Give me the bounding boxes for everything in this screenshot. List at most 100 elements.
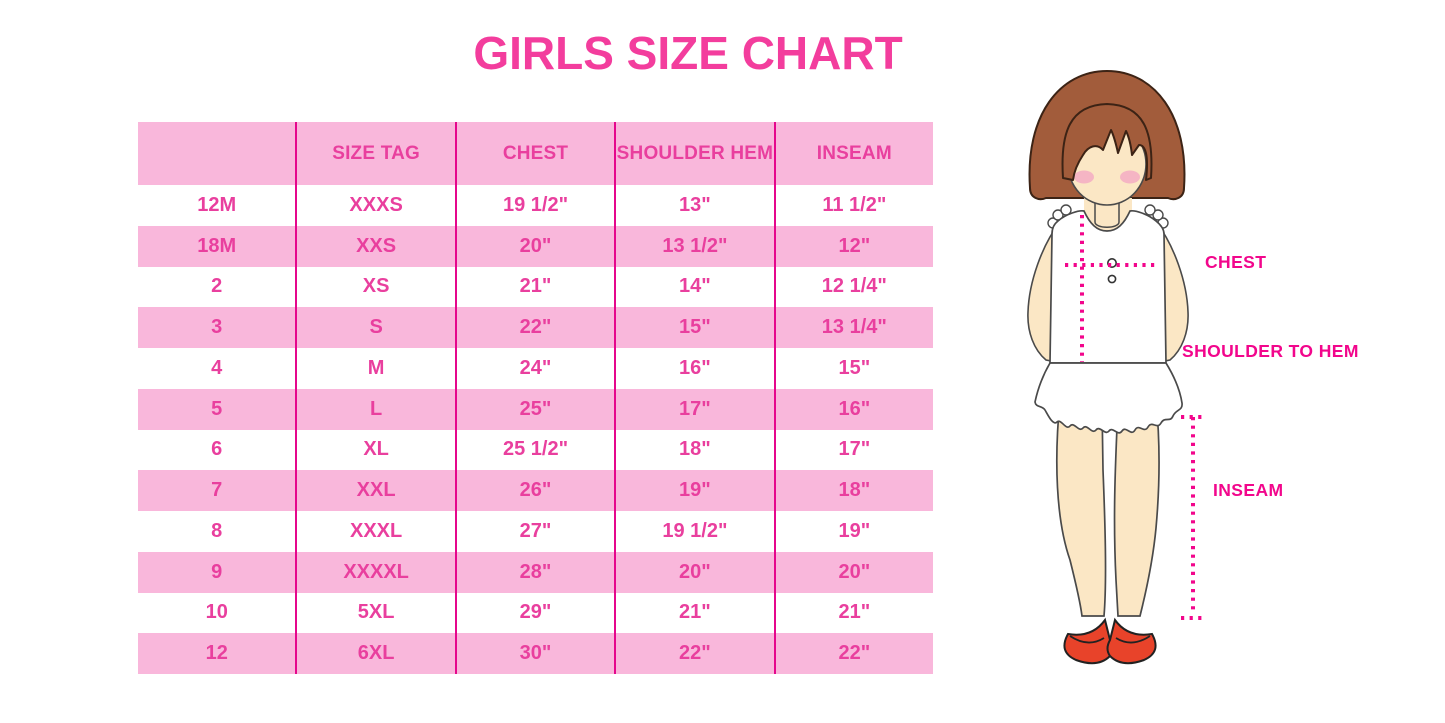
cell-shoulder: 17" — [614, 388, 773, 430]
header-cell-blank — [138, 122, 295, 185]
cell-inseam: 16" — [773, 388, 933, 430]
cell-shoulder: 19 1/2" — [614, 511, 773, 552]
table-row: 8 XXXL 27" 19 1/2" 19" — [138, 511, 933, 552]
cell-size: 18M — [197, 234, 237, 257]
cell-tag: 6XL — [295, 633, 454, 674]
blush-right — [1120, 170, 1140, 184]
cell-shoulder: 15" — [614, 307, 773, 348]
table-body: 12M XXXS 19 1/2" 13" 11 1/2" 18M XXS 20"… — [138, 185, 933, 674]
cell-size: 10 — [205, 601, 228, 624]
cell-shoulder: 22" — [614, 633, 773, 674]
cell-chest: 30" — [454, 633, 614, 674]
shoulder-to-hem-label: SHOULDER TO HEM — [1182, 341, 1359, 361]
cell-inseam: 12 1/4" — [773, 266, 933, 308]
left-shoe-strap — [1069, 635, 1105, 644]
cell-chest: 26" — [454, 470, 614, 511]
table-row: 6 XL 25 1/2" 18" 17" — [138, 429, 933, 471]
cell-size: 3 — [211, 316, 223, 339]
inseam-label: INSEAM — [1213, 480, 1284, 500]
cell-shoulder: 13 1/2" — [614, 225, 773, 267]
right-shoe — [1106, 617, 1157, 665]
cell-chest: 25" — [454, 388, 614, 430]
right-leg — [1113, 399, 1160, 617]
cell-size: 6 — [211, 438, 223, 461]
skirt — [1034, 362, 1183, 434]
table-row: 12 6XL 30" 22" 22" — [138, 633, 933, 674]
left-leg — [1056, 399, 1107, 617]
cell-chest: 29" — [454, 592, 614, 634]
cell-size: 8 — [211, 519, 223, 542]
girl-illustration — [1000, 60, 1445, 700]
table-row: 3 S 22" 15" 13 1/4" — [138, 307, 933, 348]
cell-shoulder: 18" — [614, 429, 773, 471]
girls-size-table: SIZE TAG CHEST SHOULDER HEM INSEAM 12M X… — [138, 122, 933, 674]
table-row: 5 L 25" 17" 16" — [138, 388, 933, 430]
hair-bangs — [1061, 103, 1153, 181]
cell-size: 2 — [211, 275, 223, 298]
table-row: 18M XXS 20" 13 1/2" 12" — [138, 225, 933, 267]
cell-chest: 22" — [454, 307, 614, 348]
page-title: GIRLS SIZE CHART — [473, 27, 903, 79]
cell-tag: XXS — [295, 225, 454, 267]
cell-inseam: 22" — [773, 633, 933, 674]
blush-left — [1074, 170, 1094, 184]
cell-shoulder: 19" — [614, 470, 773, 511]
cell-size: 7 — [211, 479, 223, 502]
cell-tag: XXXS — [295, 185, 454, 226]
cell-inseam: 15" — [773, 348, 933, 389]
chest-label: CHEST — [1205, 252, 1267, 272]
cell-chest: 24" — [454, 348, 614, 389]
cell-tag: XXXL — [295, 511, 454, 552]
cell-inseam: 20" — [773, 551, 933, 593]
cell-chest: 21" — [454, 266, 614, 308]
cell-size: 5 — [211, 397, 223, 420]
measurement-lines — [1065, 215, 1204, 620]
left-shoe — [1063, 617, 1114, 665]
cell-tag: L — [295, 388, 454, 430]
header-cell-inseam: INSEAM — [773, 122, 933, 185]
blouse — [1049, 210, 1167, 364]
cell-shoulder: 16" — [614, 348, 773, 389]
cell-tag: S — [295, 307, 454, 348]
cell-chest: 25 1/2" — [454, 429, 614, 471]
cell-inseam: 12" — [773, 225, 933, 267]
cell-tag: XS — [295, 266, 454, 308]
cell-inseam: 21" — [773, 592, 933, 634]
cell-size: 9 — [211, 560, 223, 583]
cell-chest: 28" — [454, 551, 614, 593]
cell-size: 12M — [197, 193, 237, 216]
cell-tag: XL — [295, 429, 454, 471]
cell-chest: 27" — [454, 511, 614, 552]
cell-shoulder: 13" — [614, 185, 773, 226]
header-cell-shoulder-hem: SHOULDER HEM — [614, 122, 773, 185]
table-row: 12M XXXS 19 1/2" 13" 11 1/2" — [138, 185, 933, 226]
button-bottom — [1107, 274, 1117, 284]
cell-chest: 20" — [454, 225, 614, 267]
cell-size: 4 — [211, 356, 223, 379]
cell-tag: XXL — [295, 470, 454, 511]
cell-inseam: 19" — [773, 511, 933, 552]
girl-figure-svg — [1027, 69, 1204, 665]
cell-tag: M — [295, 348, 454, 389]
cell-shoulder: 20" — [614, 551, 773, 593]
cell-inseam: 13 1/4" — [773, 307, 933, 348]
cell-size: 12 — [205, 642, 228, 665]
cell-inseam: 17" — [773, 429, 933, 471]
table-row: 10 5XL 29" 21" 21" — [138, 592, 933, 634]
cell-inseam: 11 1/2" — [773, 185, 933, 226]
cell-inseam: 18" — [773, 470, 933, 511]
table-row: 2 XS 21" 14" 12 1/4" — [138, 266, 933, 308]
cell-shoulder: 14" — [614, 266, 773, 308]
cell-tag: XXXXL — [295, 551, 454, 593]
table-row: 9 XXXXL 28" 20" 20" — [138, 551, 933, 593]
cell-tag: 5XL — [295, 592, 454, 634]
table-row: 7 XXL 26" 19" 18" — [138, 470, 933, 511]
table-header-row: SIZE TAG CHEST SHOULDER HEM INSEAM — [138, 122, 933, 185]
shoulder-ruffles — [1047, 204, 1169, 229]
header-cell-size-tag: SIZE TAG — [295, 122, 454, 185]
header-cell-chest: CHEST — [454, 122, 614, 185]
right-shoe-strap — [1115, 635, 1151, 644]
cell-chest: 19 1/2" — [454, 185, 614, 226]
table-row: 4 M 24" 16" 15" — [138, 348, 933, 389]
cell-shoulder: 21" — [614, 592, 773, 634]
